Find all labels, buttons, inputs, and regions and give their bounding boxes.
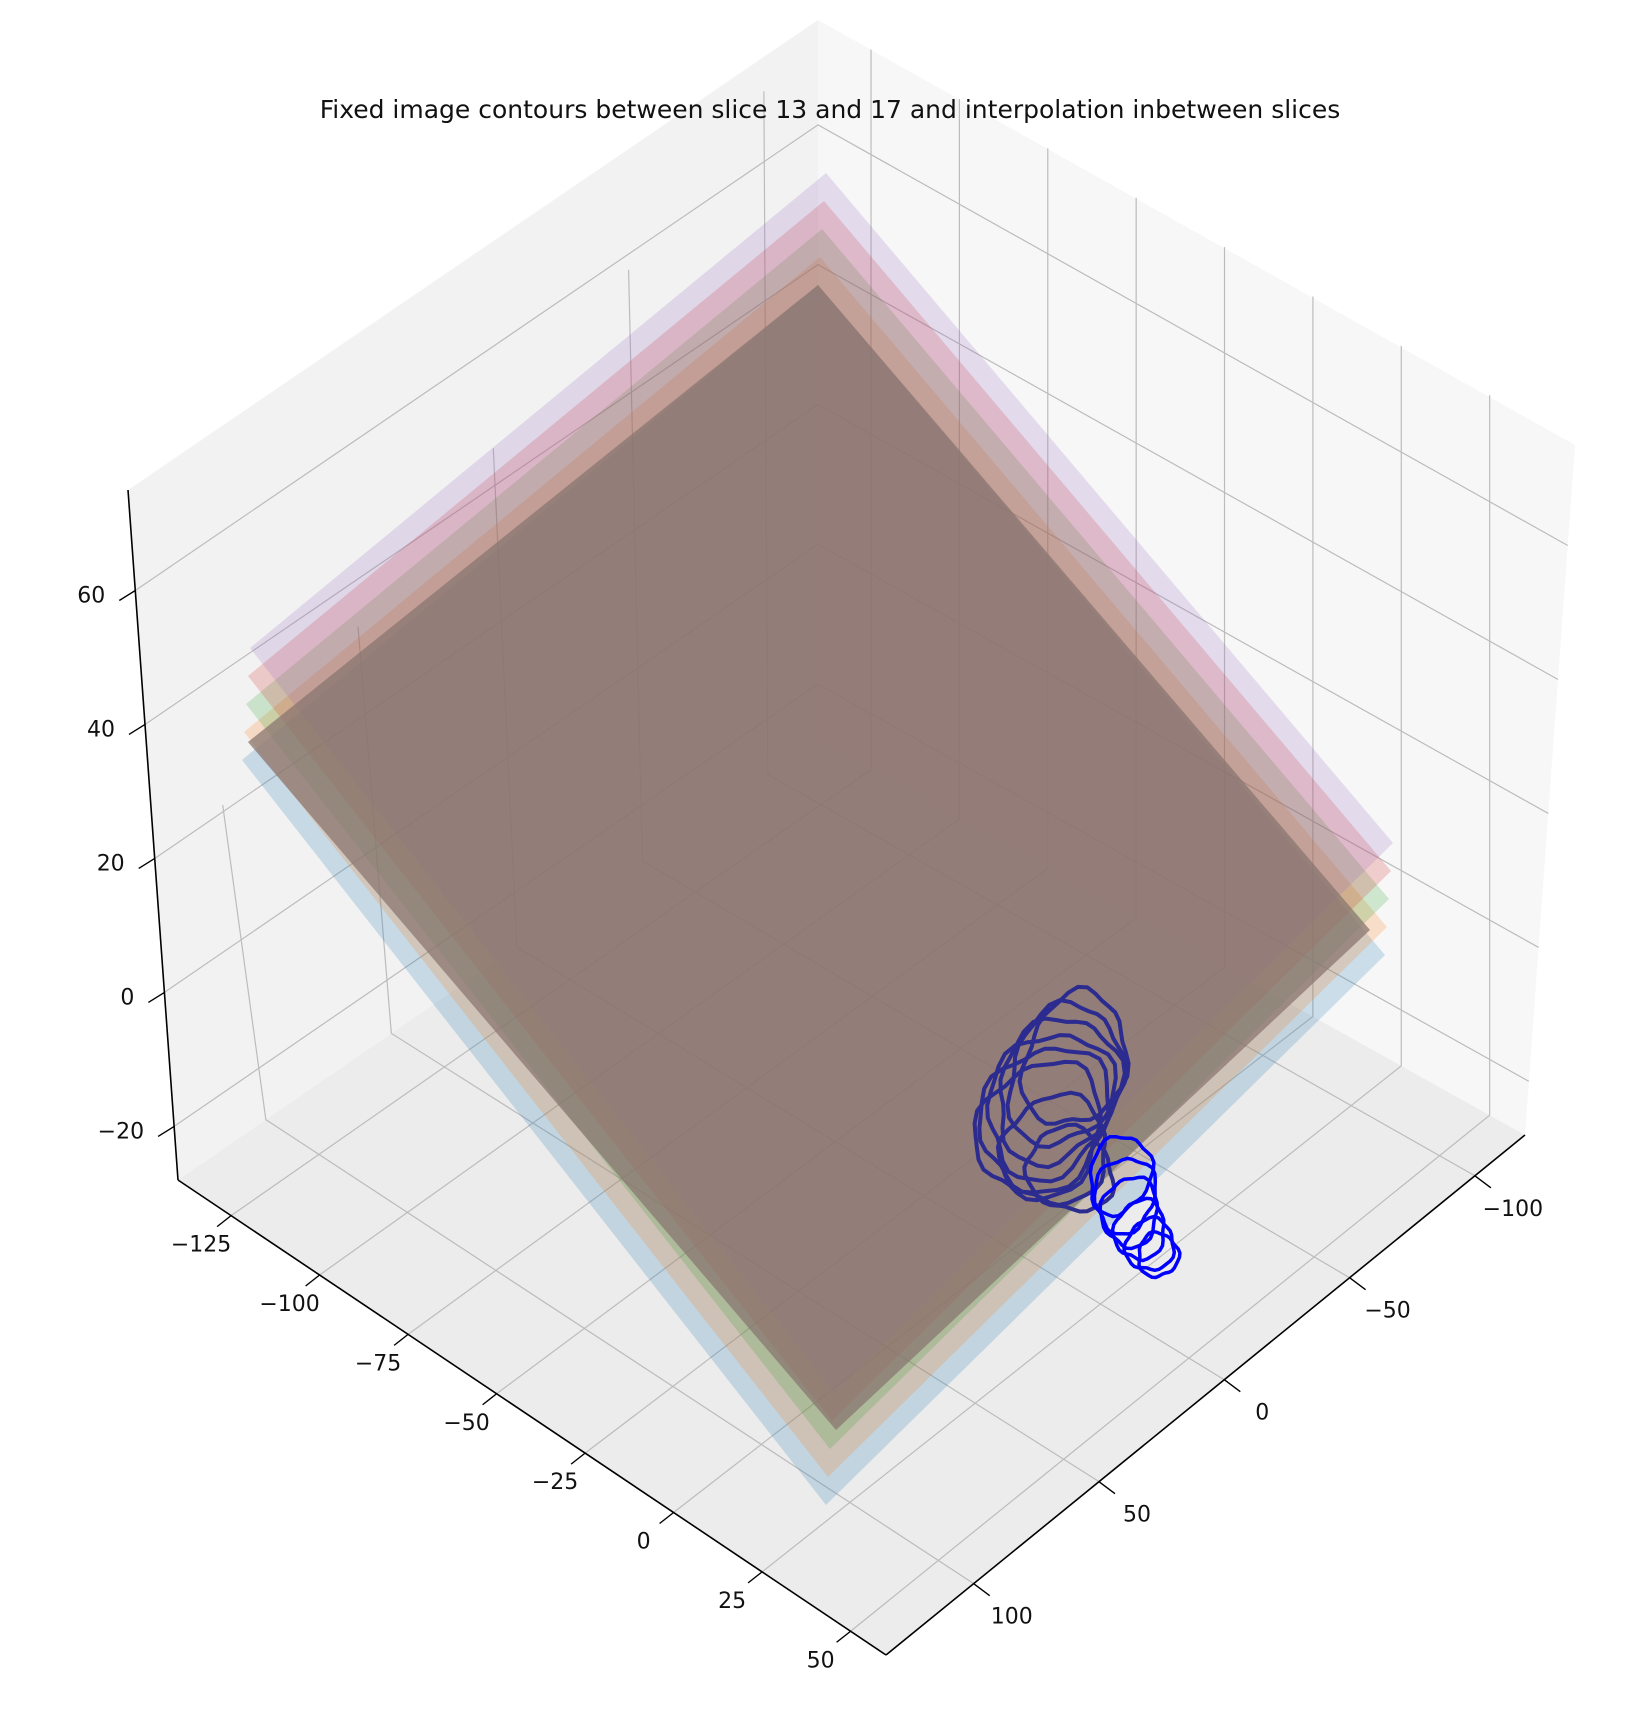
z-tick-label: 20	[97, 851, 125, 876]
contours	[972, 984, 1182, 1280]
y-tick	[1349, 1277, 1367, 1291]
x-axis-line	[177, 1179, 887, 1656]
contour	[1137, 1229, 1182, 1280]
z-gridline	[134, 124, 1569, 591]
y-tick-label: 0	[1255, 1401, 1269, 1426]
x-tick	[836, 1630, 852, 1643]
y-tick-label: 50	[1123, 1503, 1151, 1528]
x-tick-label: 25	[718, 1589, 746, 1614]
x-tick	[747, 1571, 763, 1584]
contour	[1110, 1196, 1166, 1263]
x-tick-label: −25	[532, 1470, 578, 1495]
y-tick-label: −100	[1483, 1197, 1543, 1222]
x-tick-label: −75	[355, 1351, 401, 1376]
y-tick-label: 100	[991, 1605, 1033, 1630]
z-tick	[118, 589, 136, 602]
axis-ticks: −125 −100 −75 −50 −25 0 25 50 −100 −50 0 50 100 −20 0 2…	[77, 583, 1543, 1673]
x-tick	[659, 1511, 675, 1525]
chart-title: Fixed image contours between slice 13 an…	[320, 95, 1341, 124]
z-tick	[148, 991, 165, 1004]
y-tick	[1474, 1175, 1492, 1189]
z-tick-label: 40	[87, 717, 115, 742]
x-tick-label: −50	[443, 1411, 489, 1436]
contour	[1017, 984, 1131, 1126]
z-tick-label: 0	[120, 985, 134, 1010]
contour	[1092, 1156, 1158, 1236]
x-tick	[482, 1393, 498, 1406]
z-gridline	[144, 263, 1559, 725]
z-tick-label: 60	[77, 583, 105, 608]
y-tick-label: −50	[1364, 1299, 1410, 1324]
contour	[1122, 1214, 1177, 1273]
z-tick	[128, 723, 146, 736]
contour	[1005, 998, 1130, 1149]
contour	[977, 1046, 1111, 1195]
contour	[985, 1033, 1118, 1184]
z-tick-label: −20	[98, 1119, 144, 1144]
contour	[972, 1059, 1103, 1203]
y-axis-line	[885, 1134, 1526, 1656]
x-tick	[393, 1333, 409, 1346]
y-tick	[973, 1583, 991, 1597]
x-tick-label: 0	[637, 1530, 651, 1555]
y-gridline	[222, 805, 975, 1585]
contour	[1022, 1122, 1117, 1214]
z-axis-line	[127, 489, 179, 1181]
x-tick-label: −125	[171, 1233, 231, 1258]
y-tick	[1223, 1379, 1241, 1393]
x-tick-label: 50	[807, 1648, 835, 1673]
x-tick-label: −100	[259, 1292, 319, 1317]
pane-right	[818, 20, 1575, 1135]
z-tick	[157, 1125, 175, 1138]
x-tick	[305, 1274, 321, 1287]
z-tick	[138, 857, 156, 870]
y-tick	[1098, 1481, 1116, 1495]
x-tick	[570, 1452, 586, 1465]
x-tick	[216, 1215, 232, 1228]
